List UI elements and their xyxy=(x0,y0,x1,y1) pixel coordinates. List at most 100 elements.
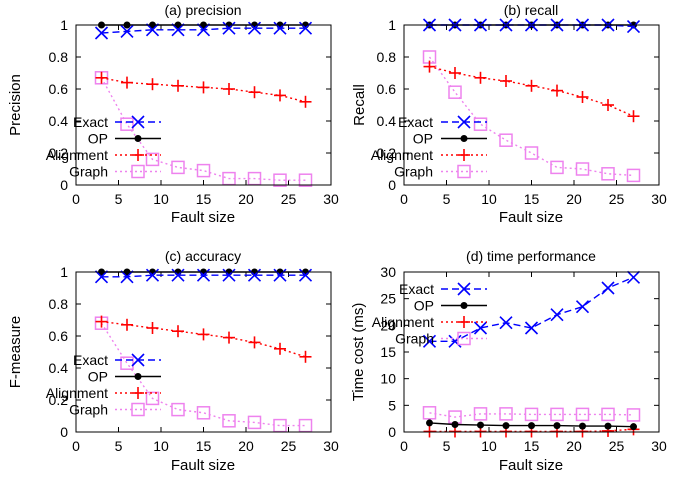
data-point xyxy=(171,268,185,282)
axes: 0 5 10 15 20 25 30 0 0.2 0.4 0.6 0.8 1 xyxy=(49,17,339,207)
legend-label: Graph xyxy=(395,331,434,347)
axes: 0 5 10 15 20 25 30 0 5 10 15 20 25 30 xyxy=(380,264,667,454)
legend-label: OP xyxy=(88,369,108,385)
x-tick-label: 0 xyxy=(400,191,408,207)
y-tick-label: 0 xyxy=(60,424,68,440)
data-point xyxy=(197,328,210,341)
data-point xyxy=(247,268,262,282)
data-point xyxy=(550,407,564,422)
legend-marker xyxy=(457,282,471,296)
plot-frame xyxy=(75,271,332,433)
data-point xyxy=(197,81,210,94)
data-point xyxy=(223,331,235,344)
series-exact xyxy=(422,270,641,348)
data-point xyxy=(499,407,513,421)
legend-marker xyxy=(460,302,468,309)
data-point xyxy=(551,84,563,97)
series-alignment xyxy=(95,315,312,363)
legend-label: OP xyxy=(414,298,434,314)
legend-label: Graph xyxy=(69,402,108,418)
data-point xyxy=(575,162,590,176)
data-point xyxy=(298,173,313,187)
data-point xyxy=(146,322,159,334)
data-point xyxy=(575,300,590,314)
x-tick-label: 5 xyxy=(443,191,451,207)
data-point xyxy=(630,423,637,431)
x-tick-label: 25 xyxy=(609,438,625,454)
data-point xyxy=(248,336,261,349)
y-tick-label: 0.2 xyxy=(49,145,69,161)
legend-marker xyxy=(458,149,470,161)
data-point xyxy=(451,421,459,429)
data-point xyxy=(575,407,590,422)
data-point xyxy=(524,321,539,335)
panel-time-performance: (d) time performance Fault size Time cos… xyxy=(350,248,667,474)
data-point xyxy=(604,422,612,430)
y-tick-label: 0 xyxy=(388,424,396,440)
data-point xyxy=(298,21,313,35)
series-line xyxy=(101,77,306,103)
y-axis-label: F-measure xyxy=(7,316,24,389)
x-tick-label: 0 xyxy=(72,191,80,207)
data-point xyxy=(222,268,236,282)
chart-title: (b) recall xyxy=(504,2,558,18)
data-point xyxy=(298,418,313,433)
legend-marker xyxy=(457,331,471,346)
data-point xyxy=(601,281,615,295)
y-tick-label: 0.8 xyxy=(377,49,397,65)
data-point xyxy=(171,402,185,417)
x-tick-label: 5 xyxy=(443,438,451,454)
y-tick-label: 5 xyxy=(388,397,396,413)
x-tick-label: 20 xyxy=(566,191,582,207)
y-axis-label: Recall xyxy=(351,84,368,126)
legend-label: OP xyxy=(413,131,433,147)
y-tick-label: 1 xyxy=(60,17,68,33)
data-point xyxy=(601,407,615,422)
data-point xyxy=(196,163,211,178)
series-alignment xyxy=(95,71,312,108)
x-tick-label: 20 xyxy=(566,438,582,454)
x-tick-label: 30 xyxy=(651,438,667,454)
y-tick-label: 20 xyxy=(380,317,396,333)
series-line xyxy=(429,276,634,342)
data-point xyxy=(223,83,235,95)
legend-marker xyxy=(131,164,145,179)
data-point xyxy=(145,152,160,167)
data-point xyxy=(449,67,461,79)
legend-label: Graph xyxy=(69,164,108,180)
data-point xyxy=(626,168,641,183)
data-point xyxy=(500,75,512,87)
data-point xyxy=(528,422,535,430)
plot-frame xyxy=(403,271,660,433)
x-tick-label: 10 xyxy=(481,438,497,454)
legend-label: Alignment xyxy=(46,385,108,401)
x-tick-label: 30 xyxy=(323,191,339,207)
legend-label: Exact xyxy=(73,352,108,368)
data-point xyxy=(579,422,586,430)
data-point xyxy=(626,408,641,422)
x-axis-label: Fault size xyxy=(171,209,235,226)
data-point xyxy=(473,117,488,131)
chart-title: (c) accuracy xyxy=(165,248,241,264)
data-point xyxy=(120,270,134,284)
panel-accuracy: (c) accuracy Fault size F-measure 0 5 10 15… xyxy=(7,248,339,474)
data-point xyxy=(95,71,108,84)
y-tick-label: 1 xyxy=(388,17,396,33)
legend-marker xyxy=(131,353,145,367)
data-point xyxy=(222,414,236,428)
x-tick-label: 0 xyxy=(400,438,408,454)
x-tick-label: 15 xyxy=(524,438,540,454)
plot-frame xyxy=(75,24,332,186)
y-tick-label: 10 xyxy=(380,371,396,387)
axes: 0 5 10 15 20 25 30 0 0.2 0.4 0.6 0.8 1 xyxy=(377,17,667,207)
data-point xyxy=(423,425,436,438)
y-tick-label: 0.6 xyxy=(49,328,69,344)
data-point xyxy=(145,268,160,282)
y-tick-label: 0.4 xyxy=(49,360,69,376)
data-point xyxy=(423,60,436,73)
data-point xyxy=(172,325,184,338)
data-point xyxy=(422,406,437,420)
data-point xyxy=(145,23,160,37)
data-point xyxy=(172,79,184,92)
